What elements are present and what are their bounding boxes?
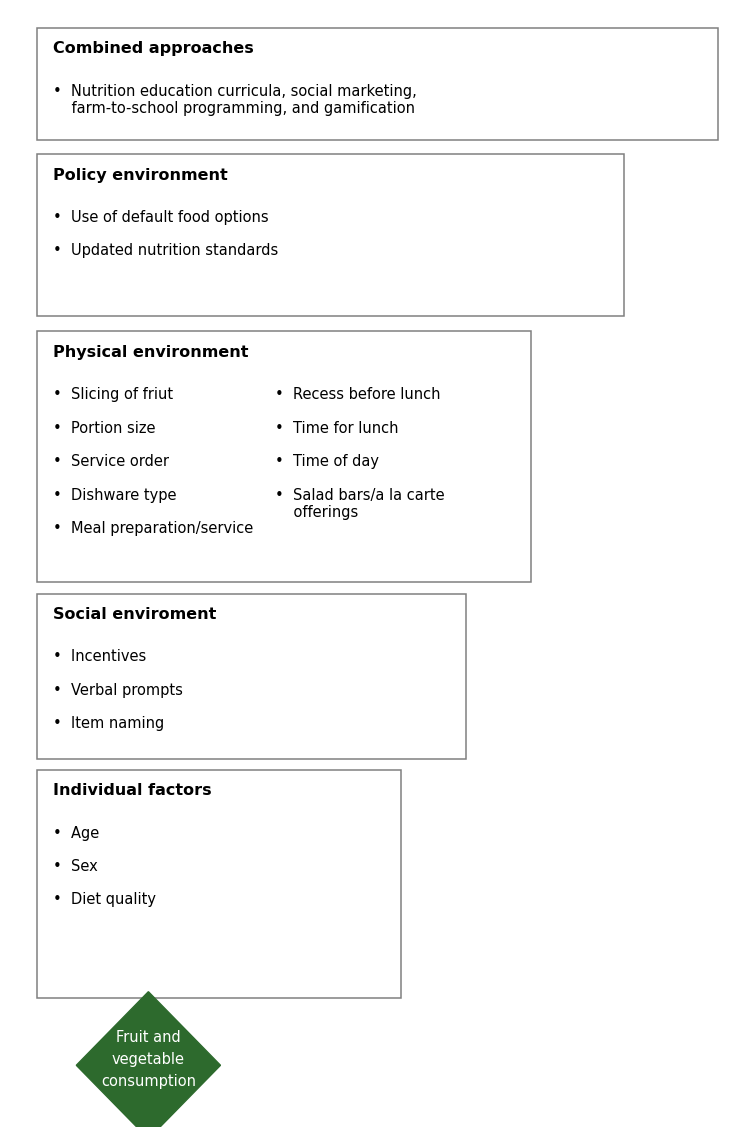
Text: •  Recess before lunch: • Recess before lunch <box>275 387 440 402</box>
Text: Social enviroment: Social enviroment <box>53 607 216 622</box>
Text: •  Updated nutrition standards: • Updated nutrition standards <box>53 244 278 258</box>
Text: •  Item naming: • Item naming <box>53 716 164 732</box>
Text: •  Verbal prompts: • Verbal prompts <box>53 683 182 698</box>
Text: •  Sex: • Sex <box>53 859 98 874</box>
Text: •  Service order: • Service order <box>53 454 168 469</box>
FancyBboxPatch shape <box>37 594 466 759</box>
Text: Combined approaches: Combined approaches <box>53 41 253 57</box>
Text: Fruit and
vegetable
consumption: Fruit and vegetable consumption <box>101 1030 196 1089</box>
Text: Physical environment: Physical environment <box>53 345 248 360</box>
FancyBboxPatch shape <box>37 769 401 998</box>
Text: •  Age: • Age <box>53 825 99 841</box>
Text: •  Nutrition education curricula, social marketing,
    farm-to-school programmi: • Nutrition education curricula, social … <box>53 84 416 116</box>
Text: •  Portion size: • Portion size <box>53 421 155 436</box>
Text: •  Diet quality: • Diet quality <box>53 892 155 907</box>
Text: Individual factors: Individual factors <box>53 783 211 798</box>
FancyBboxPatch shape <box>37 28 718 140</box>
Text: •  Meal preparation/service: • Meal preparation/service <box>53 521 253 536</box>
Text: Policy environment: Policy environment <box>53 167 228 182</box>
FancyBboxPatch shape <box>37 154 624 316</box>
Text: •  Time for lunch: • Time for lunch <box>275 421 398 436</box>
Text: •  Salad bars/a la carte
    offerings: • Salad bars/a la carte offerings <box>275 487 444 520</box>
FancyBboxPatch shape <box>37 331 530 583</box>
Text: •  Time of day: • Time of day <box>275 454 379 469</box>
Text: •  Incentives: • Incentives <box>53 650 146 665</box>
Text: •  Dishware type: • Dishware type <box>53 487 176 503</box>
Polygon shape <box>77 991 221 1138</box>
Text: •  Slicing of friut: • Slicing of friut <box>53 387 173 402</box>
Text: •  Use of default food options: • Use of default food options <box>53 209 268 225</box>
